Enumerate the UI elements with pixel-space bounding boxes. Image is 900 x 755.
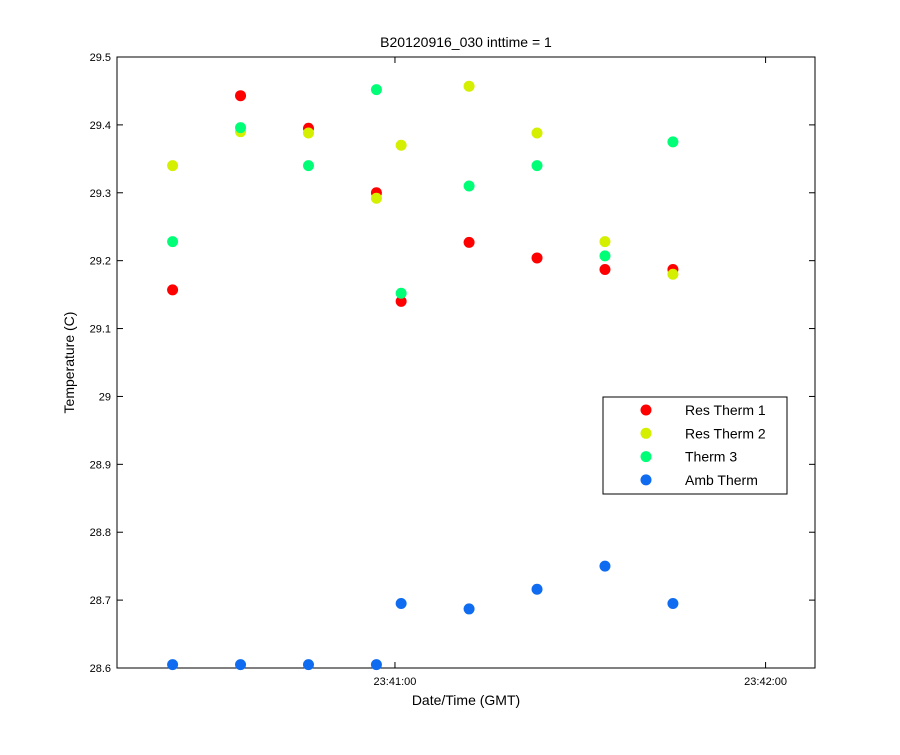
data-point-res-therm-2 xyxy=(531,127,543,139)
legend-marker xyxy=(640,474,652,486)
data-point-amb-therm xyxy=(302,659,314,671)
data-point-amb-therm xyxy=(167,659,179,671)
data-point-res-therm-2 xyxy=(667,268,679,280)
data-point-res-therm-2 xyxy=(463,80,475,92)
data-point-res-therm-2 xyxy=(167,160,179,172)
data-point-amb-therm xyxy=(531,583,543,595)
y-tick-label: 28.8 xyxy=(90,527,111,539)
data-point-amb-therm xyxy=(599,560,611,572)
data-point-res-therm-2 xyxy=(395,139,407,151)
data-point-res-therm-2 xyxy=(302,127,314,139)
data-point-amb-therm xyxy=(667,598,679,610)
chart-title: B20120916_030 inttime = 1 xyxy=(380,34,552,50)
y-tick-label: 28.9 xyxy=(90,459,111,471)
y-tick-label: 29.3 xyxy=(90,188,111,200)
legend-marker xyxy=(640,427,652,439)
data-point-amb-therm xyxy=(463,603,475,615)
x-axis-label: Date/Time (GMT) xyxy=(412,692,520,708)
y-axis-label: Temperature (C) xyxy=(61,312,77,414)
data-point-amb-therm xyxy=(395,598,407,610)
legend-label: Amb Therm xyxy=(685,472,758,488)
y-tick-label: 28.6 xyxy=(90,663,111,675)
x-tick-label: 23:41:00 xyxy=(374,676,417,688)
data-point-therm-3 xyxy=(599,250,611,262)
data-point-amb-therm xyxy=(370,659,382,671)
y-tick-label: 29.1 xyxy=(90,324,111,336)
data-point-res-therm-1 xyxy=(463,236,475,248)
legend-box xyxy=(602,396,788,495)
y-tick-label: 28.7 xyxy=(90,595,111,607)
data-point-therm-3 xyxy=(395,287,407,299)
x-tick-label: 23:42:00 xyxy=(744,676,787,688)
data-point-amb-therm xyxy=(235,659,247,671)
y-tick-label: 29.2 xyxy=(90,256,111,268)
data-point-res-therm-2 xyxy=(599,236,611,248)
data-point-therm-3 xyxy=(531,160,543,172)
legend-marker xyxy=(640,404,652,416)
data-point-therm-3 xyxy=(463,180,475,192)
legend-marker xyxy=(640,451,652,463)
data-point-res-therm-1 xyxy=(531,252,543,264)
legend-label: Res Therm 2 xyxy=(685,425,766,441)
data-point-therm-3 xyxy=(370,84,382,96)
data-point-therm-3 xyxy=(667,136,679,148)
data-point-res-therm-2 xyxy=(370,192,382,204)
data-point-therm-3 xyxy=(302,160,314,172)
legend-label: Res Therm 1 xyxy=(685,402,766,418)
plot-area-frame xyxy=(116,56,816,669)
data-point-res-therm-1 xyxy=(599,263,611,275)
y-tick-label: 29.4 xyxy=(90,120,111,132)
y-tick-label: 29 xyxy=(99,391,111,403)
data-point-res-therm-1 xyxy=(395,295,407,307)
data-point-res-therm-1 xyxy=(235,90,247,102)
data-point-therm-3 xyxy=(167,236,179,248)
data-point-res-therm-1 xyxy=(167,284,179,296)
data-point-therm-3 xyxy=(235,122,247,134)
legend-label: Therm 3 xyxy=(685,449,737,465)
y-tick-label: 29.5 xyxy=(90,52,111,64)
